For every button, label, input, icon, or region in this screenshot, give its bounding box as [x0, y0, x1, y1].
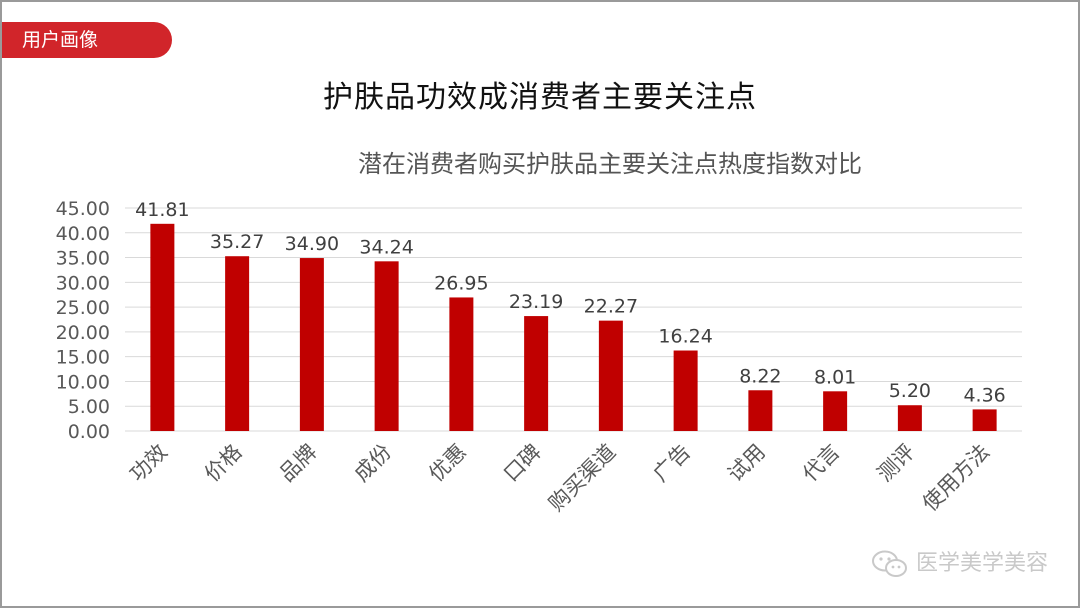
data-label: 4.36 — [963, 384, 1005, 406]
bar-2 — [225, 256, 250, 431]
bar-6 — [524, 316, 549, 431]
x-tick-label: 代言 — [798, 440, 845, 487]
data-label: 5.20 — [889, 380, 931, 402]
watermark: 医学美学美容 — [870, 548, 1048, 580]
page-title: 护肤品功效成消费者主要关注点 — [323, 80, 757, 115]
y-tick-label: 0.00 — [68, 421, 110, 443]
wechat-icon — [871, 550, 907, 577]
y-tick-label: 45.00 — [56, 198, 110, 220]
data-label: 35.27 — [210, 231, 264, 253]
bar-5 — [449, 297, 474, 431]
bar-11 — [897, 405, 922, 431]
bar-8 — [673, 350, 698, 431]
y-tick-label: 10.00 — [56, 371, 110, 393]
data-label: 23.19 — [509, 291, 563, 313]
data-label: 22.27 — [584, 296, 638, 318]
bar-9 — [748, 390, 773, 431]
bar-10 — [823, 391, 848, 431]
y-tick-label: 15.00 — [56, 347, 110, 369]
chart-title: 潜在消费者购买护肤品主要关注点热度指数对比 — [358, 150, 862, 178]
y-tick-label: 30.00 — [56, 272, 110, 294]
x-tick-label: 成份 — [349, 440, 396, 487]
y-tick-label: 35.00 — [56, 248, 110, 270]
bar-12 — [972, 409, 997, 431]
x-tick-label: 使用方法 — [918, 440, 994, 516]
x-tick-label: 购买渠道 — [544, 440, 620, 516]
x-tick-label: 试用 — [723, 440, 770, 487]
data-label: 16.24 — [658, 326, 712, 348]
x-tick-label: 功效 — [125, 440, 172, 487]
bar-4 — [374, 261, 399, 431]
x-tick-label: 价格 — [200, 440, 247, 487]
data-label: 26.95 — [434, 272, 488, 294]
bar-3 — [299, 258, 324, 431]
x-tick-label: 广告 — [648, 440, 695, 487]
y-tick-label: 20.00 — [56, 322, 110, 344]
x-tick-label: 口碑 — [499, 440, 546, 487]
x-tick-label: 品牌 — [275, 440, 322, 487]
data-label: 8.01 — [814, 366, 856, 388]
x-tick-label: 测评 — [873, 440, 920, 487]
data-label: 34.24 — [359, 236, 413, 258]
data-label: 41.81 — [135, 199, 189, 221]
y-tick-label: 40.00 — [56, 223, 110, 245]
y-tick-label: 25.00 — [56, 297, 110, 319]
y-tick-label: 5.00 — [68, 396, 110, 418]
data-label: 8.22 — [739, 365, 781, 387]
watermark-text: 医学美学美容 — [915, 551, 1048, 576]
data-label: 34.90 — [285, 233, 339, 255]
x-tick-label: 优惠 — [424, 440, 471, 487]
bar-1 — [150, 223, 175, 431]
section-tag: 用户画像 — [2, 22, 172, 58]
bar-7 — [598, 320, 623, 431]
